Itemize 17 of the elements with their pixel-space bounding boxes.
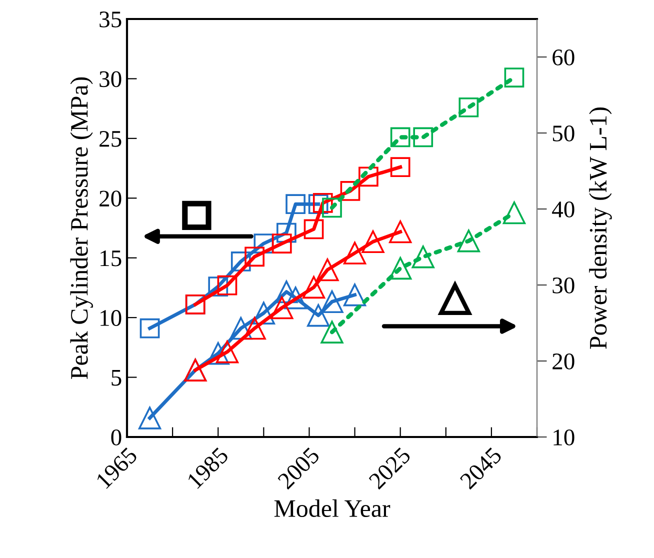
y-tick-label: 5: [112, 370, 122, 386]
y2-tick-label: 40: [552, 201, 574, 218]
y2-tick-label: 60: [552, 49, 574, 66]
y-tick-label: 30: [100, 71, 122, 88]
y-tick-label: 15: [100, 250, 122, 266]
y-tick-label: 0: [111, 429, 122, 446]
y2-tick-label: 20: [552, 353, 574, 370]
y2-tick-label: 10: [554, 429, 574, 446]
y-tick-label: 35: [100, 12, 122, 28]
y2-axis-title: Power density (kW L-1): [589, 107, 612, 349]
y2-tick-label: 50: [552, 125, 574, 142]
y-tick-label: 20: [100, 190, 122, 207]
y-tick-label: 25: [100, 130, 122, 147]
y2-tick-label: 30: [552, 277, 574, 294]
y-axis-title: Peak Cylinder Pressure (MPa): [70, 77, 93, 379]
y-tick-label: 10: [100, 310, 122, 326]
x-axis-title: Model Year: [274, 499, 390, 518]
